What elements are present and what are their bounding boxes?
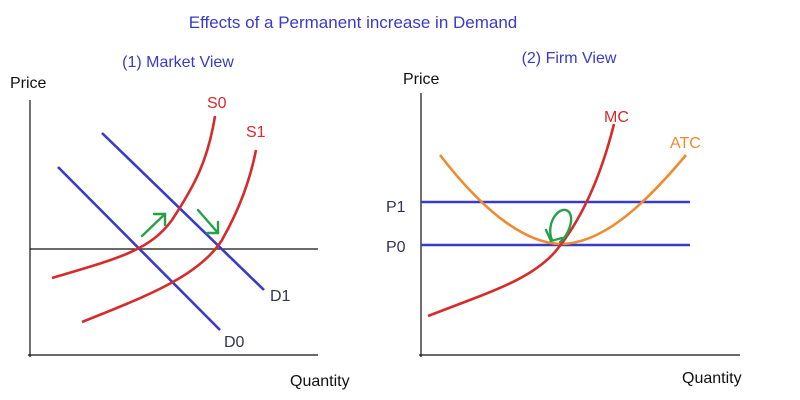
label-d0: D0 [224,334,245,351]
firm-x-axis-label: Quantity [682,370,742,387]
firm-y-axis-label: Price [403,71,440,88]
diagram-title: Effects of a Permanent increase in Deman… [189,13,518,32]
label-s1: S1 [246,124,266,141]
supply-curve-s0 [51,115,217,280]
mc-curve [427,123,616,318]
adjustment-loop-arrow [544,208,573,244]
market-x-axis-label: Quantity [290,373,350,390]
label-d1: D1 [270,288,291,305]
shift-up-arrow [140,212,167,238]
label-s0: S0 [207,95,227,112]
atc-curve [438,154,687,246]
label-p1: P1 [386,199,406,216]
label-mc: MC [604,109,629,126]
supply-curve-s1 [81,149,258,324]
firm-view-heading: (2) Firm View [522,50,617,67]
market-view-heading: (1) Market View [122,54,234,71]
firm-view-panel: (2) Firm View Price Quantity MC ATC P1 P… [386,50,742,387]
market-y-axis-label: Price [10,75,47,92]
label-atc: ATC [670,135,701,152]
label-p0: P0 [386,239,406,256]
demand-curve-d1 [101,132,265,291]
market-view-panel: (1) Market View Price Quantity S0 S1 D1 … [10,54,350,390]
shift-down-arrow [196,208,220,235]
